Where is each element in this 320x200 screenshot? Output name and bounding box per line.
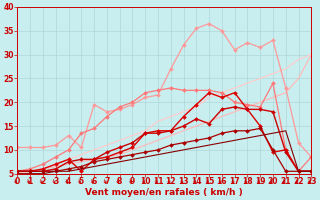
X-axis label: Vent moyen/en rafales ( km/h ): Vent moyen/en rafales ( km/h ): [85, 188, 243, 197]
